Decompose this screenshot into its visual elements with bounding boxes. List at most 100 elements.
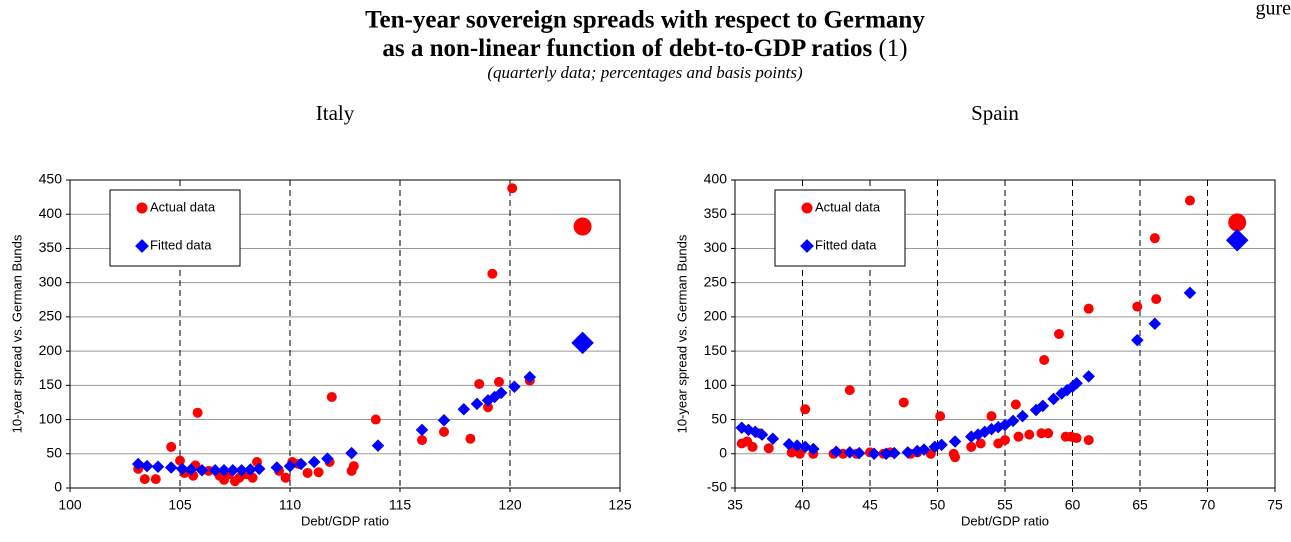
fitted-point xyxy=(1006,414,1020,428)
subtitle: (quarterly data; percentages and basis p… xyxy=(487,63,803,82)
fitted-point xyxy=(307,455,321,469)
x-tick-label: 75 xyxy=(1267,497,1283,513)
legend-box xyxy=(109,189,241,267)
fitted-point xyxy=(879,447,893,461)
actual-point xyxy=(417,435,427,446)
actual-point xyxy=(935,411,946,422)
actual-point xyxy=(950,452,961,463)
actual-point xyxy=(986,411,997,422)
y-tick-label: -50 xyxy=(707,479,727,495)
x-tick-label: 100 xyxy=(58,497,82,513)
fitted-point xyxy=(470,397,484,411)
fitted-point xyxy=(1016,409,1029,423)
actual-point xyxy=(573,217,592,236)
actual-point xyxy=(487,268,498,279)
actual-point xyxy=(1184,195,1195,206)
y-tick-label: 100 xyxy=(39,410,63,426)
actual-point xyxy=(348,461,359,472)
fitted-point xyxy=(755,428,769,441)
y-tick-label: 450 xyxy=(39,171,63,187)
figure-label: gure xyxy=(1255,0,1291,20)
x-tick-label: 120 xyxy=(498,497,522,513)
actual-point xyxy=(439,426,449,437)
fitted-point xyxy=(1148,317,1162,330)
fitted-point xyxy=(843,446,856,459)
y-tick-label: 350 xyxy=(704,205,728,221)
x-axis-label: Debt/GDP ratio xyxy=(961,513,1049,528)
fitted-point xyxy=(371,439,385,452)
actual-point xyxy=(507,183,518,194)
fitted-point xyxy=(457,403,471,416)
actual-point xyxy=(1013,431,1024,442)
fitted-point xyxy=(935,438,948,452)
legend-marker xyxy=(800,239,814,253)
x-tick-label: 55 xyxy=(997,497,1013,513)
legend-marker xyxy=(801,202,813,214)
fitted-point xyxy=(151,460,165,474)
legend-label: Actual data xyxy=(815,199,881,214)
actual-point xyxy=(1151,294,1162,305)
legend-marker xyxy=(136,202,148,214)
actual-point xyxy=(1083,435,1094,446)
fitted-point xyxy=(437,413,451,427)
fitted-point xyxy=(523,370,537,384)
actual-point xyxy=(1071,433,1082,444)
y-tick-label: 0 xyxy=(54,479,62,495)
actual-point xyxy=(1000,435,1010,446)
fitted-point xyxy=(888,446,901,460)
fitted-point xyxy=(867,447,881,461)
title-line: as a non-linear function of debt-to-GDP … xyxy=(382,35,907,62)
x-tick-label: 105 xyxy=(168,497,192,513)
actual-point xyxy=(483,402,493,413)
fitted-point xyxy=(217,463,231,477)
x-tick-label: 70 xyxy=(1200,497,1216,513)
actual-point xyxy=(1132,301,1143,312)
legend-box xyxy=(774,189,906,267)
y-tick-label: 350 xyxy=(39,239,63,255)
actual-point xyxy=(975,438,986,449)
y-tick-label: 100 xyxy=(704,376,728,392)
legend-marker xyxy=(135,239,149,253)
actual-point xyxy=(192,407,203,418)
actual-point xyxy=(844,385,855,396)
legend-label: Actual data xyxy=(150,199,216,214)
actual-point xyxy=(1054,329,1064,339)
fitted-point xyxy=(782,437,796,451)
actual-point xyxy=(1149,233,1160,244)
actual-point xyxy=(1043,428,1054,439)
fitted-point xyxy=(1047,392,1060,406)
plot-frame xyxy=(69,179,621,489)
y-tick-label: 200 xyxy=(704,308,728,324)
x-tick-label: 110 xyxy=(279,497,302,513)
fitted-point xyxy=(948,435,962,448)
fitted-point xyxy=(184,463,198,476)
y-tick-label: 150 xyxy=(704,342,728,358)
fitted-point xyxy=(766,432,780,445)
actual-point xyxy=(465,433,476,444)
plot-frame xyxy=(734,179,1276,489)
y-tick-label: 200 xyxy=(39,342,63,358)
fitted-point xyxy=(1131,333,1144,347)
actual-point xyxy=(1010,399,1021,410)
fitted-point xyxy=(1036,399,1050,413)
x-tick-label: 60 xyxy=(1065,497,1081,513)
actual-point xyxy=(1083,303,1094,314)
x-tick-label: 115 xyxy=(389,497,412,513)
fitted-point xyxy=(1082,370,1095,383)
actual-point xyxy=(1228,213,1247,232)
fitted-point xyxy=(901,446,915,459)
y-tick-label: 0 xyxy=(719,444,727,460)
fitted-point xyxy=(830,445,843,458)
y-tick-label: 250 xyxy=(704,273,728,289)
fitted-point xyxy=(270,461,284,474)
fitted-point xyxy=(852,446,866,460)
actual-point xyxy=(763,443,774,454)
actual-point xyxy=(898,397,909,408)
legend-label: Fitted data xyxy=(150,237,212,252)
title-line: Ten-year sovereign spreads with respect … xyxy=(365,7,925,34)
fitted-point xyxy=(1183,286,1197,300)
fitted-point xyxy=(571,331,594,355)
fitted-point xyxy=(294,457,308,471)
y-tick-label: 400 xyxy=(39,205,63,221)
